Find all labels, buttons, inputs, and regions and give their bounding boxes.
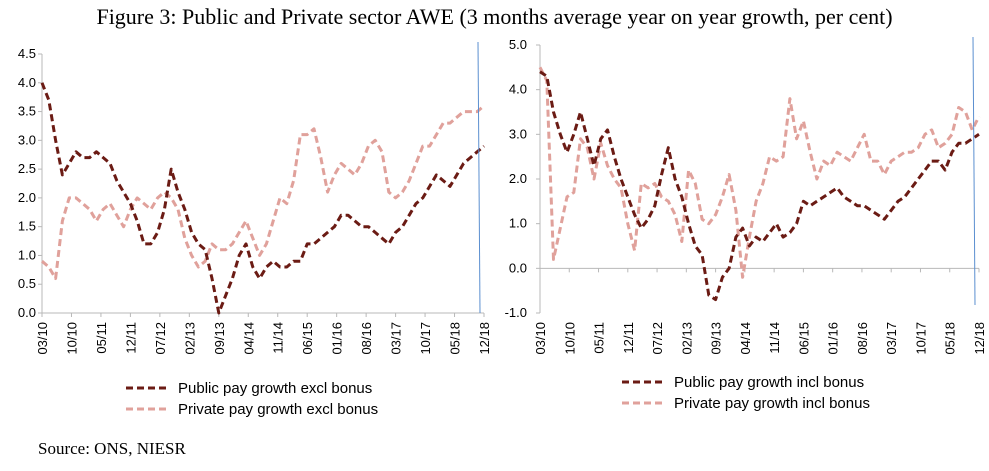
x-tick-label: 06/15 bbox=[300, 322, 315, 355]
x-tick-label: 03/10 bbox=[35, 322, 50, 355]
source-note: Source: ONS, NIESR bbox=[38, 439, 186, 458]
y-tick-label: 0.0 bbox=[18, 305, 36, 320]
x-tick-label: 12/18 bbox=[972, 322, 987, 355]
x-tick-label: 05/18 bbox=[448, 322, 463, 355]
y-tick-label: 3.0 bbox=[509, 126, 527, 141]
x-tick-label: 10/17 bbox=[418, 322, 433, 355]
x-tick-label: 02/13 bbox=[182, 322, 197, 355]
x-tick-label: 01/16 bbox=[826, 322, 841, 355]
x-tick-label: 04/14 bbox=[738, 322, 753, 355]
x-tick-label: 03/10 bbox=[533, 322, 548, 355]
y-tick-label: 3.5 bbox=[18, 104, 36, 119]
y-tick-label: 0.0 bbox=[509, 260, 527, 275]
private-series-line bbox=[41, 104, 485, 280]
public-series-line bbox=[40, 82, 485, 315]
legend-label: Public pay growth excl bonus bbox=[178, 380, 372, 397]
vertical-marker-line bbox=[477, 41, 481, 314]
x-tick-label: 10/10 bbox=[64, 322, 79, 355]
private-series-line bbox=[538, 66, 981, 279]
y-tick-label: 4.0 bbox=[18, 75, 36, 90]
x-tick-label: 11/14 bbox=[271, 322, 286, 354]
x-tick-label: 08/16 bbox=[855, 322, 870, 355]
y-tick-label: 2.5 bbox=[18, 161, 36, 176]
x-tick-label: 09/13 bbox=[709, 322, 724, 355]
y-tick-label: 0.5 bbox=[18, 276, 36, 291]
y-tick-label: -1.0 bbox=[505, 305, 527, 320]
y-tick-label: 2.0 bbox=[18, 190, 36, 205]
x-tick-label: 04/14 bbox=[241, 322, 256, 355]
x-tick-label: 08/16 bbox=[359, 322, 374, 355]
legend-label: Public pay growth incl bonus bbox=[674, 374, 864, 391]
y-tick-label: 1.5 bbox=[18, 219, 36, 234]
x-tick-label: 05/11 bbox=[592, 322, 607, 354]
x-tick-label: 12/11 bbox=[123, 322, 138, 354]
y-tick-label: 4.0 bbox=[509, 82, 527, 97]
y-tick-label: 3.0 bbox=[18, 132, 36, 147]
figure-title: Figure 3: Public and Private sector AWE … bbox=[96, 4, 893, 29]
y-tick-label: 2.0 bbox=[509, 171, 527, 186]
legend-label: Private pay growth excl bonus bbox=[178, 401, 378, 418]
vertical-marker-line bbox=[972, 36, 976, 306]
x-tick-label: 05/18 bbox=[943, 322, 958, 355]
x-tick-label: 10/10 bbox=[562, 322, 577, 355]
x-tick-label: 11/14 bbox=[767, 322, 782, 354]
y-tick-label: 4.5 bbox=[18, 46, 36, 61]
x-tick-label: 05/11 bbox=[94, 322, 109, 354]
legend-label: Private pay growth incl bonus bbox=[674, 395, 870, 412]
x-tick-label: 10/17 bbox=[913, 322, 928, 355]
x-tick-label: 02/13 bbox=[679, 322, 694, 355]
x-tick-label: 03/17 bbox=[389, 322, 404, 355]
y-tick-label: 1.0 bbox=[509, 216, 527, 231]
x-tick-label: 03/17 bbox=[884, 322, 899, 355]
x-tick-label: 12/18 bbox=[477, 322, 492, 355]
public-series-line bbox=[539, 70, 980, 302]
y-tick-label: 1.0 bbox=[18, 247, 36, 262]
y-tick-label: 5.0 bbox=[509, 37, 527, 52]
x-tick-label: 07/12 bbox=[650, 322, 665, 355]
x-tick-label: 09/13 bbox=[212, 322, 227, 355]
x-tick-label: 07/12 bbox=[153, 322, 168, 355]
x-tick-label: 01/16 bbox=[330, 322, 345, 355]
x-tick-label: 12/11 bbox=[621, 322, 636, 354]
x-tick-label: 06/15 bbox=[796, 322, 811, 355]
